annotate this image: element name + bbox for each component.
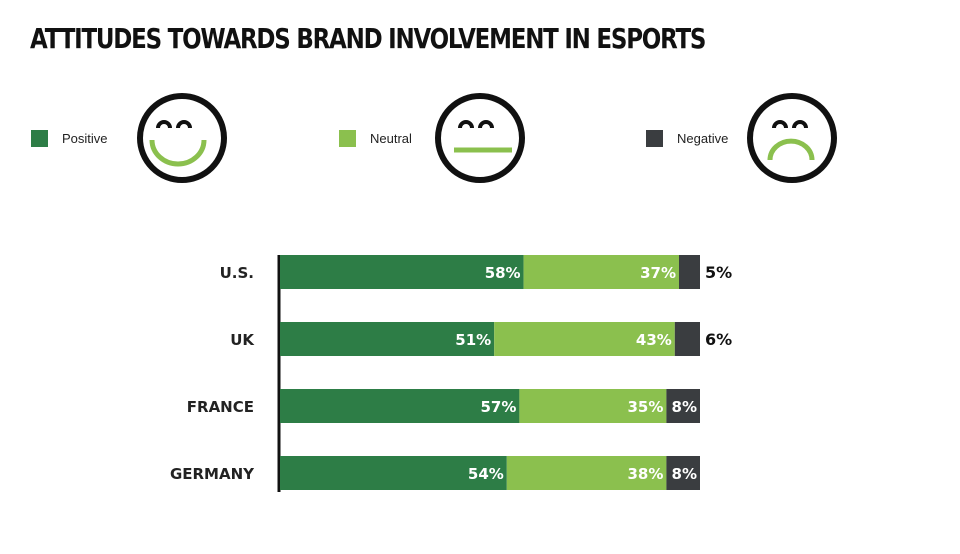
bar-positive-germany bbox=[280, 456, 507, 490]
bar-neutral-uk bbox=[494, 322, 675, 356]
bar-negative-france bbox=[666, 389, 700, 423]
bar-neutral-u-s bbox=[523, 255, 679, 289]
smiling-face-icon bbox=[137, 93, 227, 183]
legend-swatch-positive bbox=[31, 130, 48, 147]
data-label-negative-uk: 6% bbox=[705, 330, 732, 349]
data-label-positive-france: 57% bbox=[480, 398, 516, 416]
data-label-positive-u-s: 58% bbox=[485, 264, 521, 282]
bar-positive-france bbox=[280, 389, 520, 423]
data-label-neutral-uk: 43% bbox=[636, 331, 672, 349]
legend-swatch-negative bbox=[646, 130, 663, 147]
data-label-neutral-u-s: 37% bbox=[640, 264, 676, 282]
legend-label-neutral: Neutral bbox=[370, 131, 412, 146]
data-label-negative-u-s: 5% bbox=[705, 263, 732, 282]
legend-item-negative: Negative bbox=[646, 130, 728, 147]
category-label-u-s: U.S. bbox=[220, 264, 254, 282]
frowning-face-icon bbox=[747, 93, 837, 183]
bar-positive-u-s bbox=[280, 255, 524, 289]
legend-label-positive: Positive bbox=[62, 131, 108, 146]
category-label-germany: GERMANY bbox=[170, 465, 255, 483]
chart-title: ATTITUDES TOWARDS BRAND INVOLVEMENT IN E… bbox=[30, 22, 706, 55]
bar-negative-uk bbox=[674, 322, 700, 356]
legend-swatch-neutral bbox=[339, 130, 356, 147]
data-label-neutral-france: 35% bbox=[627, 398, 663, 416]
bar-positive-uk bbox=[280, 322, 495, 356]
data-label-neutral-germany: 38% bbox=[627, 465, 663, 483]
bar-neutral-france bbox=[519, 389, 667, 423]
legend-item-positive: Positive bbox=[31, 130, 108, 147]
category-label-uk: UK bbox=[230, 331, 255, 349]
neutral-face-icon bbox=[435, 93, 525, 183]
bar-negative-u-s bbox=[679, 255, 700, 289]
data-label-negative-france: 8% bbox=[672, 398, 697, 416]
data-label-positive-germany: 54% bbox=[468, 465, 504, 483]
bar-negative-germany bbox=[666, 456, 700, 490]
legend-label-negative: Negative bbox=[677, 131, 729, 146]
legend-item-neutral: Neutral bbox=[339, 130, 412, 147]
data-label-positive-uk: 51% bbox=[455, 331, 491, 349]
category-label-france: FRANCE bbox=[187, 398, 254, 416]
bar-neutral-germany bbox=[506, 456, 667, 490]
data-label-negative-germany: 8% bbox=[672, 465, 697, 483]
